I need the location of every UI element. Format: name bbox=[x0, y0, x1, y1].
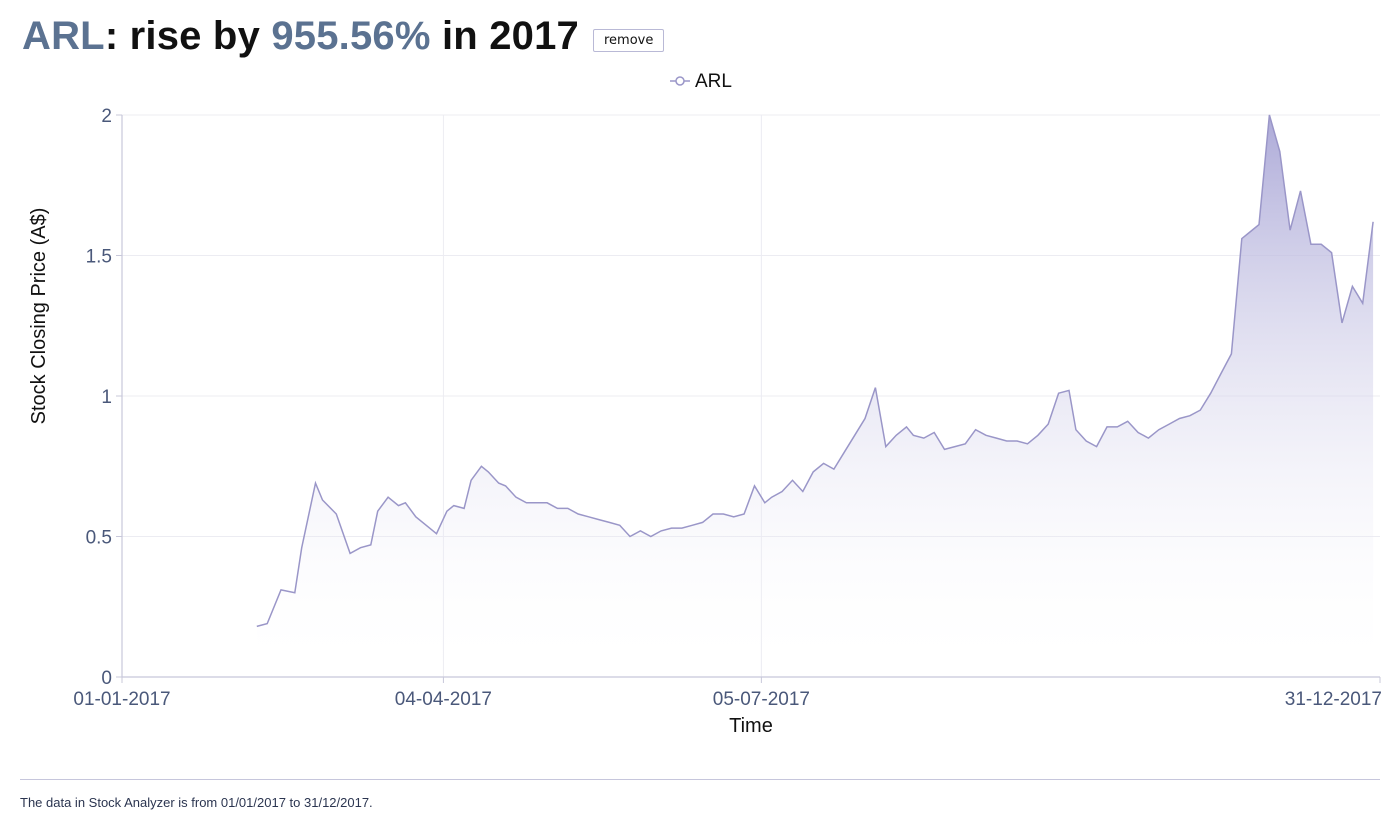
title-row: ARL: rise by 955.56% in 2017 remove bbox=[22, 8, 665, 64]
y-tick-label: 0.5 bbox=[86, 528, 112, 549]
x-tick-label: 31-12-2017 bbox=[1285, 689, 1382, 710]
page-title: ARL: rise by 955.56% in 2017 bbox=[22, 14, 579, 59]
legend-marker-icon bbox=[675, 76, 685, 86]
tick-labels: 0 0.5 1 1.5 2 01-01-2017 04-04-2017 05-07-2017 3… bbox=[73, 106, 1382, 710]
y-axis-label: Stock Closing Price (A$) bbox=[28, 208, 50, 425]
y-tick-label: 1.5 bbox=[86, 247, 112, 268]
legend[interactable]: ARL bbox=[670, 71, 732, 92]
title-percent: 955.56% bbox=[271, 13, 431, 58]
x-tick-label: 01-01-2017 bbox=[73, 689, 170, 710]
title-suffix: in 2017 bbox=[430, 13, 579, 58]
price-line bbox=[256, 114, 1374, 628]
remove-button[interactable]: remove bbox=[593, 28, 665, 52]
legend-label: ARL bbox=[695, 71, 732, 92]
price-area bbox=[256, 115, 1374, 677]
x-axis-label: Time bbox=[729, 715, 773, 737]
footer-note: The data in Stock Analyzer is from 01/01… bbox=[20, 795, 373, 810]
y-tick-label: 0 bbox=[101, 668, 112, 689]
title-ticker: ARL bbox=[22, 13, 105, 58]
x-tick-label: 04-04-2017 bbox=[395, 689, 492, 710]
footer-divider bbox=[20, 779, 1380, 780]
y-tick-label: 1 bbox=[101, 387, 112, 408]
x-tick-label: 05-07-2017 bbox=[713, 689, 810, 710]
title-middle: : rise by bbox=[104, 13, 272, 58]
axes bbox=[116, 114, 1381, 683]
y-tick-label: 2 bbox=[101, 106, 112, 127]
stock-chart: 0 0.5 1 1.5 2 01-01-2017 04-04-2017 05-07-2017 3… bbox=[28, 71, 1382, 737]
